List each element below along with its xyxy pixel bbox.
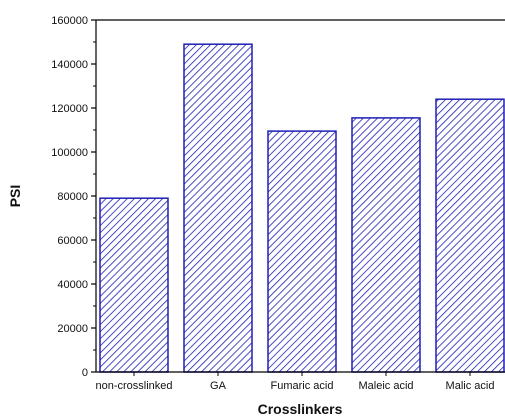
bar-non-crosslinked [99,197,169,373]
y-tick-label: 120000 [51,103,88,115]
y-tick-label: 140000 [51,59,88,71]
y-tick-label: 160000 [51,15,88,27]
bars-layer [99,43,505,373]
x-tick-label: Maleic acid [358,380,413,392]
bar-malic-acid [435,98,505,373]
y-tick-label: 80000 [57,191,88,203]
y-tick-label: 100000 [51,147,88,159]
y-tick-label: 40000 [57,279,88,291]
bar-maleic-acid [351,117,421,373]
x-tick-label: Fumaric acid [271,380,334,392]
x-tick-label: GA [210,380,227,392]
x-ticks: non-crosslinked GA Fumaric acid Maleic acid… [95,372,494,392]
bar-fumaric-acid [267,130,337,373]
x-axis-title: Crosslinkers [258,401,343,417]
bar-ga [183,43,253,373]
y-ticks: 0 20000 40000 60000 80000 100000 120000 140000 1… [51,15,96,379]
y-tick-label: 60000 [57,235,88,247]
x-tick-label: Malic acid [446,380,495,392]
y-tick-label: 20000 [57,323,88,335]
y-tick-label: 0 [82,367,88,379]
y-axis-title: PSI [7,185,23,208]
x-tick-label: non-crosslinked [95,380,172,392]
